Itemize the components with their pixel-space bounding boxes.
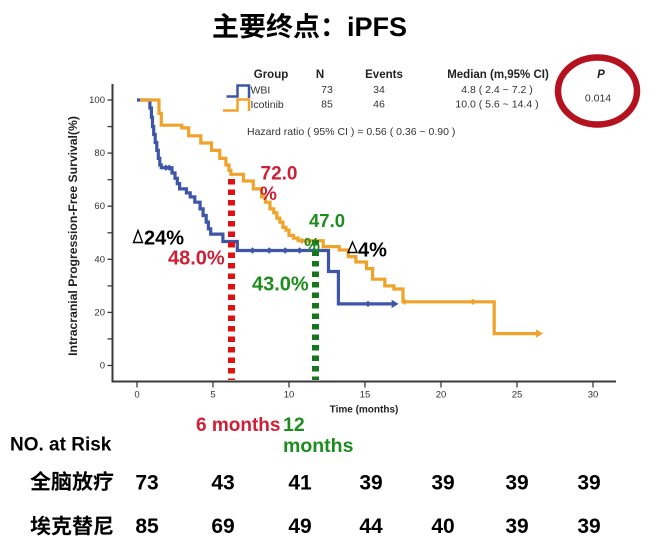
svg-text:Median (m,95% CI): Median (m,95% CI) xyxy=(447,69,549,81)
svg-text:4%: 4% xyxy=(358,240,387,262)
svg-text:44: 44 xyxy=(359,515,383,538)
svg-text:NO. at Risk: NO. at Risk xyxy=(10,435,112,456)
svg-text:months: months xyxy=(283,435,354,457)
svg-text:0: 0 xyxy=(134,390,139,401)
svg-text:73: 73 xyxy=(321,84,333,96)
svg-text:24%: 24% xyxy=(144,228,184,250)
svg-text:40: 40 xyxy=(94,254,105,265)
svg-text:Hazard ratio ( 95% CI ) = 0.56: Hazard ratio ( 95% CI ) = 0.56 ( 0.36 ~ … xyxy=(247,126,455,138)
svg-text:73: 73 xyxy=(135,472,158,495)
svg-text:46: 46 xyxy=(373,99,385,111)
svg-text:39: 39 xyxy=(577,515,600,538)
svg-text:%: % xyxy=(304,235,320,255)
svg-text:49: 49 xyxy=(288,515,311,538)
svg-text:P: P xyxy=(597,69,605,81)
svg-text:39: 39 xyxy=(359,472,382,495)
svg-text:41: 41 xyxy=(288,472,312,495)
svg-text:80: 80 xyxy=(94,148,105,159)
svg-text:48.0%: 48.0% xyxy=(168,248,225,270)
svg-text:15: 15 xyxy=(360,390,371,401)
svg-text:%: % xyxy=(260,184,277,205)
svg-text:10.0 ( 5.6 ~ 14.4 ): 10.0 ( 5.6 ~ 14.4 ) xyxy=(455,99,538,111)
svg-text:N: N xyxy=(316,69,324,81)
svg-text:Icotinib: Icotinib xyxy=(251,99,284,111)
svg-text:20: 20 xyxy=(94,307,105,318)
svg-text:100: 100 xyxy=(89,95,105,106)
svg-text:34: 34 xyxy=(373,84,385,96)
svg-text:85: 85 xyxy=(321,99,333,111)
svg-text:39: 39 xyxy=(431,472,454,495)
svg-text:20: 20 xyxy=(436,390,447,401)
svg-text:85: 85 xyxy=(135,515,159,538)
svg-text:10: 10 xyxy=(284,390,295,401)
svg-text:43: 43 xyxy=(211,472,234,495)
svg-text:Events: Events xyxy=(365,69,403,81)
svg-text:72.0: 72.0 xyxy=(261,164,298,185)
svg-text:6 months: 6 months xyxy=(196,415,280,436)
svg-text:WBI: WBI xyxy=(251,85,271,97)
svg-text:25: 25 xyxy=(512,390,523,401)
svg-text:30: 30 xyxy=(588,390,599,401)
svg-text:40: 40 xyxy=(431,515,454,538)
svg-text:0.014: 0.014 xyxy=(585,93,611,105)
svg-text:43.0%: 43.0% xyxy=(252,274,309,296)
svg-text:39: 39 xyxy=(505,515,528,538)
svg-text:0: 0 xyxy=(100,361,105,372)
svg-text:Intracranial Progression-Free: Intracranial Progression-Free Survival(%… xyxy=(66,116,80,356)
svg-text:iPFS: iPFS xyxy=(347,12,407,42)
svg-text:39: 39 xyxy=(577,472,600,495)
svg-text:60: 60 xyxy=(94,201,105,212)
svg-text:Group: Group xyxy=(254,69,289,81)
svg-text:69: 69 xyxy=(211,515,234,538)
svg-text:12: 12 xyxy=(283,414,305,436)
svg-text:Time (months): Time (months) xyxy=(330,405,399,416)
svg-text:47.0: 47.0 xyxy=(309,210,345,231)
svg-text:5: 5 xyxy=(210,390,215,401)
svg-text:39: 39 xyxy=(505,472,528,495)
svg-text:4.8 ( 2.4 ~ 7.2 ): 4.8 ( 2.4 ~ 7.2 ) xyxy=(461,84,533,96)
